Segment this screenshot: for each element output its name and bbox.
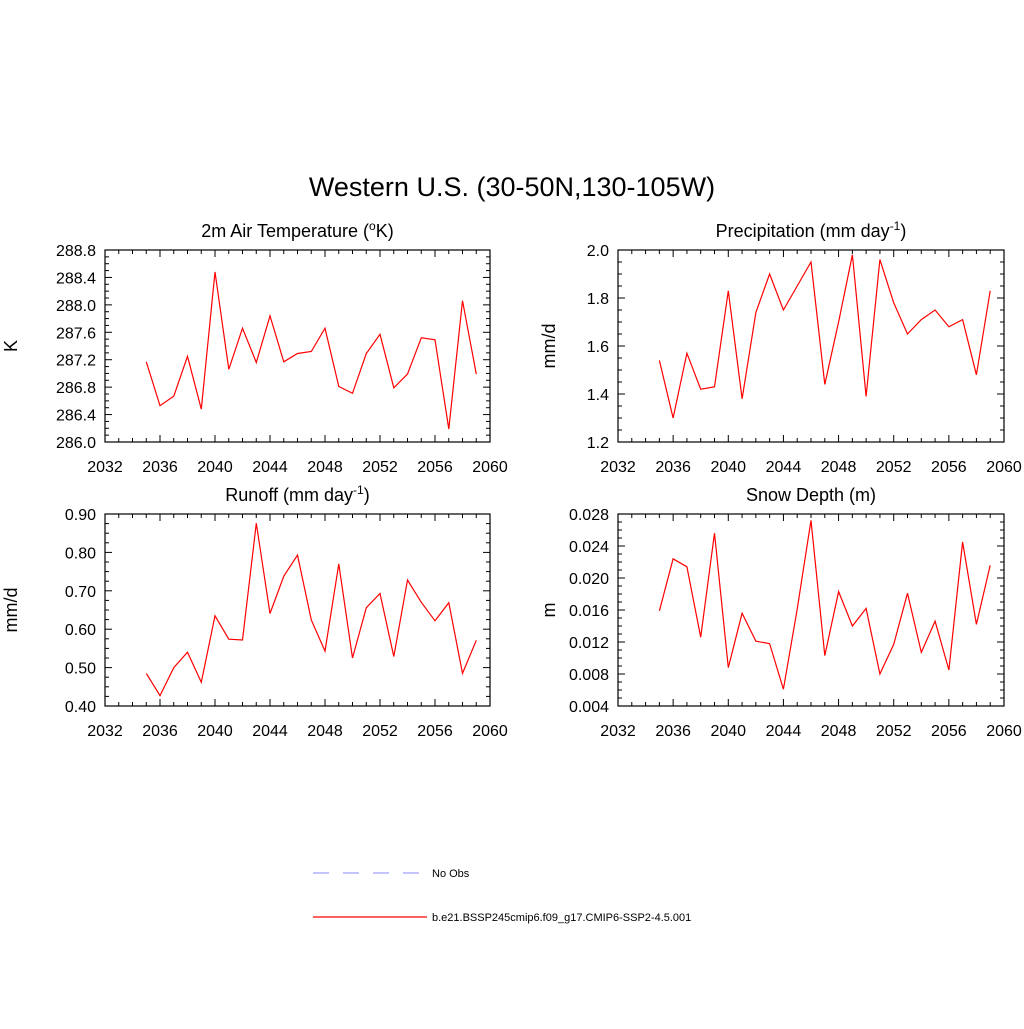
temperature-series-line xyxy=(145,271,477,430)
temperature-y-tick-label: 288.4 xyxy=(56,270,96,287)
snow-depth-x-tick-label: 2060 xyxy=(986,723,1022,740)
temperature-y-tick-label: 287.2 xyxy=(56,353,96,370)
precipitation-x-tick-label: 2032 xyxy=(600,459,636,476)
precipitation-x-tick-label: 2044 xyxy=(766,459,802,476)
runoff-x-tick-label: 2032 xyxy=(87,723,123,740)
temperature-x-tick-label: 2060 xyxy=(472,459,508,476)
snow-depth-y-tick-label: 0.004 xyxy=(569,699,609,716)
runoff-title-text: Runoff (mm day xyxy=(225,485,353,505)
temperature-x-tick-label: 2052 xyxy=(362,459,398,476)
panel-runoff: Runoff (mm day-1) mm/d 2032 2036 2040 2044 204… xyxy=(1,483,508,740)
precipitation-title-tail: ) xyxy=(900,221,906,241)
temperature-x-tick-label: 2036 xyxy=(142,459,178,476)
snow-depth-panel-title: Snow Depth (m) xyxy=(746,485,876,505)
panel-precipitation: Precipitation (mm day-1) mm/d 2032 2036 2040… xyxy=(539,219,1022,476)
runoff-x-tick-label: 2048 xyxy=(307,723,343,740)
precipitation-series-line xyxy=(658,254,991,419)
runoff-y-tick-label: 0.90 xyxy=(65,507,96,524)
snow-depth-y-tick-label: 0.020 xyxy=(569,571,609,588)
snow-depth-series-line xyxy=(658,520,991,690)
precipitation-y-tick-label: 1.8 xyxy=(587,291,609,308)
runoff-title-superscript: -1 xyxy=(353,483,364,497)
temperature-x-tick-label: 2048 xyxy=(307,459,343,476)
snow-depth-x-tick-label: 2056 xyxy=(931,723,967,740)
precipitation-x-tick-label: 2052 xyxy=(876,459,912,476)
runoff-x-tick-label: 2036 xyxy=(142,723,178,740)
runoff-x-tick-label: 2040 xyxy=(197,723,233,740)
runoff-x-tick-label: 2052 xyxy=(362,723,398,740)
runoff-title-tail: ) xyxy=(364,485,370,505)
precipitation-y-tick-label: 1.4 xyxy=(587,387,609,404)
snow-depth-x-tick-label: 2032 xyxy=(600,723,636,740)
temperature-x-tick-label: 2056 xyxy=(417,459,453,476)
snow-depth-y-tick-label: 0.008 xyxy=(569,667,609,684)
snow-depth-y-tick-label: 0.016 xyxy=(569,603,609,620)
legend: No Obs b.e21.BSSP245cmip6.f09_g17.CMIP6-… xyxy=(313,868,691,924)
legend-label-no-obs: No Obs xyxy=(432,868,470,880)
runoff-y-axis-label: mm/d xyxy=(1,588,21,633)
precipitation-panel-title: Precipitation (mm day-1) xyxy=(716,219,907,241)
precipitation-y-tick-label: 2.0 xyxy=(587,243,609,260)
snow-depth-x-tick-label: 2048 xyxy=(821,723,857,740)
precipitation-y-axis-label: mm/d xyxy=(539,324,559,369)
snow-depth-plot-frame xyxy=(617,513,1005,707)
snow-depth-x-tick-label: 2052 xyxy=(876,723,912,740)
precipitation-plot-frame xyxy=(617,249,1005,443)
temperature-x-tick-label: 2044 xyxy=(252,459,288,476)
precipitation-title-text: Precipitation (mm day xyxy=(716,221,890,241)
precipitation-x-tick-label: 2048 xyxy=(821,459,857,476)
temperature-y-tick-label: 286.8 xyxy=(56,380,96,397)
runoff-y-tick-label: 0.80 xyxy=(65,545,96,562)
snow-depth-y-tick-label: 0.028 xyxy=(569,507,609,524)
temperature-plot-frame xyxy=(104,249,491,443)
precipitation-y-tick-label: 1.2 xyxy=(587,435,609,452)
temperature-x-tick-label: 2032 xyxy=(87,459,123,476)
panel-snow-depth: Snow Depth (m) m 2032 2036 2040 2044 2048 2052 2… xyxy=(539,485,1022,740)
runoff-x-tick-label: 2044 xyxy=(252,723,288,740)
snow-depth-y-tick-label: 0.012 xyxy=(569,635,609,652)
snow-depth-title-text: Snow Depth (m) xyxy=(746,485,876,505)
runoff-y-tick-label: 0.40 xyxy=(65,699,96,716)
runoff-x-tick-label: 2056 xyxy=(417,723,453,740)
precipitation-title-superscript: -1 xyxy=(890,219,901,233)
temperature-title-tail: K) xyxy=(376,221,394,241)
runoff-y-tick-label: 0.60 xyxy=(65,622,96,639)
snow-depth-y-axis-label: m xyxy=(539,603,559,618)
snow-depth-x-tick-label: 2044 xyxy=(766,723,802,740)
temperature-title-superscript: o xyxy=(369,219,376,233)
precipitation-x-tick-label: 2040 xyxy=(710,459,746,476)
temperature-panel-title: 2m Air Temperature (oK) xyxy=(201,219,393,241)
temperature-y-axis-label: K xyxy=(1,340,21,352)
snow-depth-y-tick-label: 0.024 xyxy=(569,539,609,556)
legend-label-model: b.e21.BSSP245cmip6.f09_g17.CMIP6-SSP2-4.… xyxy=(432,912,691,924)
temperature-y-tick-label: 287.6 xyxy=(56,325,96,342)
snow-depth-x-tick-label: 2036 xyxy=(655,723,691,740)
temperature-x-tick-label: 2040 xyxy=(197,459,233,476)
precipitation-y-tick-label: 1.6 xyxy=(587,339,609,356)
precipitation-x-tick-label: 2036 xyxy=(655,459,691,476)
runoff-y-tick-label: 0.70 xyxy=(65,584,96,601)
temperature-y-tick-label: 286.0 xyxy=(56,435,96,452)
temperature-title-text: 2m Air Temperature ( xyxy=(201,221,369,241)
temperature-y-tick-label: 288.8 xyxy=(56,243,96,260)
figure-title: Western U.S. (30-50N,130-105W) xyxy=(309,172,715,202)
runoff-panel-title: Runoff (mm day-1) xyxy=(225,483,369,505)
precipitation-x-tick-label: 2060 xyxy=(986,459,1022,476)
runoff-series-line xyxy=(145,523,477,697)
temperature-y-tick-label: 286.4 xyxy=(56,408,96,425)
precipitation-x-tick-label: 2056 xyxy=(931,459,967,476)
runoff-y-tick-label: 0.50 xyxy=(65,661,96,678)
temperature-y-tick-label: 288.0 xyxy=(56,298,96,315)
runoff-x-tick-label: 2060 xyxy=(472,723,508,740)
panel-temperature: 2m Air Temperature (oK) K 2032 2036 2040 2044… xyxy=(1,219,508,476)
snow-depth-x-tick-label: 2040 xyxy=(710,723,746,740)
runoff-plot-frame xyxy=(104,513,491,707)
